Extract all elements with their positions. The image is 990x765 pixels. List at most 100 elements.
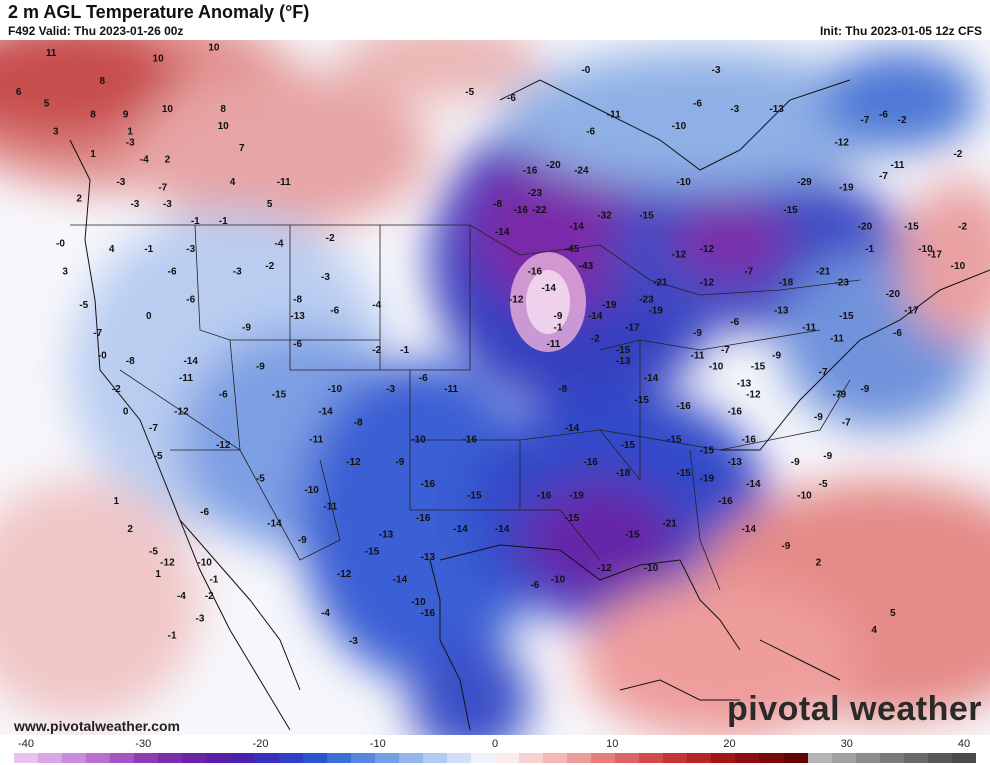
anomaly-value: -16 — [416, 513, 431, 524]
anomaly-value: -32 — [597, 210, 612, 221]
anomaly-value: -11 — [830, 334, 844, 345]
legend-swatch — [711, 753, 736, 763]
anomaly-value: -6 — [586, 126, 595, 137]
anomaly-value: 6 — [16, 87, 22, 98]
legend-swatch — [446, 753, 471, 763]
anomaly-value: 10 — [153, 54, 165, 65]
website-url[interactable]: www.pivotalweather.com — [14, 718, 180, 734]
anomaly-value: -7 — [744, 266, 753, 277]
anomaly-value: -29 — [797, 177, 812, 188]
anomaly-value: -16 — [537, 490, 552, 501]
anomaly-value: 0 — [146, 311, 152, 322]
anomaly-value: -14 — [495, 227, 510, 238]
anomaly-value: -11 — [802, 322, 816, 333]
anomaly-value: -16 — [523, 166, 538, 177]
anomaly-value: -9 — [837, 390, 846, 401]
anomaly-value: -12 — [509, 294, 524, 305]
anomaly-value: -9 — [298, 535, 307, 546]
anomaly-value: -15 — [365, 546, 380, 557]
legend-swatch — [206, 753, 231, 763]
anomaly-value: -16 — [462, 434, 477, 445]
anomaly-value: -3 — [730, 104, 739, 115]
legend-swatch — [302, 753, 327, 763]
anomaly-value: -6 — [419, 373, 428, 384]
anomaly-value: -9 — [395, 457, 404, 468]
anomaly-value: 8 — [90, 110, 96, 121]
valid-time: F492 Valid: Thu 2023-01-26 00z — [8, 24, 184, 38]
legend-swatch — [14, 753, 39, 763]
color-legend: -40 -30 -20 -10 0 10 20 30 40 — [0, 737, 990, 765]
anomaly-value: -15 — [700, 446, 715, 457]
anomaly-value: -11 — [691, 350, 705, 361]
legend-swatch — [759, 753, 784, 763]
anomaly-value: -23 — [834, 278, 849, 289]
anomaly-value: -5 — [154, 451, 163, 462]
anomaly-value: -20 — [858, 222, 873, 233]
anomaly-map[interactable]: 11 10 10 6 8 5 8 9 10 8 10 3 1 -3 7 1 -4 2 -3 -7 4 -11 2 -3 -3 5-… — [0, 40, 990, 735]
anomaly-value: -3 — [130, 199, 139, 210]
anomaly-value: -9 — [781, 541, 790, 552]
anomaly-value: -6 — [293, 339, 302, 350]
anomaly-value: -11 — [179, 373, 193, 384]
anomaly-value: -16 — [676, 401, 691, 412]
anomaly-value: -3 — [349, 636, 358, 647]
anomaly-value: -11 — [309, 434, 323, 445]
state-borders — [70, 224, 861, 591]
anomaly-value: -10 — [411, 434, 426, 445]
anomaly-value: -4 — [321, 608, 330, 619]
anomaly-value: -10 — [797, 490, 812, 501]
anomaly-value: -0 — [98, 350, 107, 361]
anomaly-value: -4 — [275, 238, 284, 249]
anomaly-value: -13 — [769, 104, 784, 115]
legend-tick-label: -30 — [135, 738, 152, 750]
anomaly-value: -16 — [583, 457, 598, 468]
anomaly-value: -15 — [621, 440, 636, 451]
anomaly-value: -15 — [634, 395, 649, 406]
anomaly-value: 8 — [100, 76, 106, 87]
anomaly-value: -15 — [676, 468, 691, 479]
legend-swatch — [86, 753, 111, 763]
header: 2 m AGL Temperature Anomaly (°F) F492 Va… — [0, 0, 990, 40]
anomaly-value: -0 — [581, 65, 590, 76]
legend-swatch — [663, 753, 688, 763]
anomaly-value: 2 — [127, 524, 133, 535]
anomaly-value: -14 — [541, 283, 556, 294]
anomaly-value: -14 — [393, 574, 408, 585]
anomaly-value: -12 — [700, 278, 715, 289]
anomaly-value: -14 — [183, 356, 198, 367]
anomaly-value: -43 — [579, 261, 594, 272]
anomaly-value: -14 — [453, 524, 468, 535]
anomaly-value: -12 — [700, 244, 715, 255]
anomaly-value: 5 — [267, 199, 273, 210]
anomaly-value: -6 — [200, 507, 209, 518]
legend-swatch — [591, 753, 616, 763]
anomaly-value: -15 — [839, 311, 854, 322]
anomaly-value: -9 — [860, 384, 869, 395]
anomaly-value: -15 — [783, 205, 798, 216]
legend-swatch — [567, 753, 592, 763]
anomaly-value: -6 — [330, 306, 339, 317]
legend-swatch — [278, 753, 303, 763]
anomaly-value: -12 — [746, 390, 761, 401]
anomaly-value: -22 — [532, 205, 547, 216]
anomaly-value: -1 — [554, 322, 563, 333]
anomaly-value: -13 — [774, 306, 789, 317]
anomaly-value: -13 — [379, 530, 394, 541]
legend-swatch — [38, 753, 63, 763]
anomaly-value: -15 — [639, 210, 654, 221]
legend-swatch — [254, 753, 279, 763]
anomaly-value: -6 — [730, 317, 739, 328]
anomaly-value: 3 — [53, 126, 59, 137]
legend-tick-label: -10 — [369, 738, 386, 750]
anomaly-value: -19 — [602, 300, 617, 311]
anomaly-value: 2 — [165, 154, 171, 165]
anomaly-value: -9 — [772, 350, 781, 361]
anomaly-value: 11 — [46, 48, 57, 59]
legend-tick-label: 30 — [840, 738, 853, 750]
anomaly-value: -11 — [891, 160, 905, 171]
legend-swatch — [639, 753, 664, 763]
anomaly-value: -16 — [514, 205, 529, 216]
anomaly-value: -16 — [718, 496, 733, 507]
anomaly-value: -2 — [958, 222, 967, 233]
anomaly-value: -4 — [140, 154, 149, 165]
